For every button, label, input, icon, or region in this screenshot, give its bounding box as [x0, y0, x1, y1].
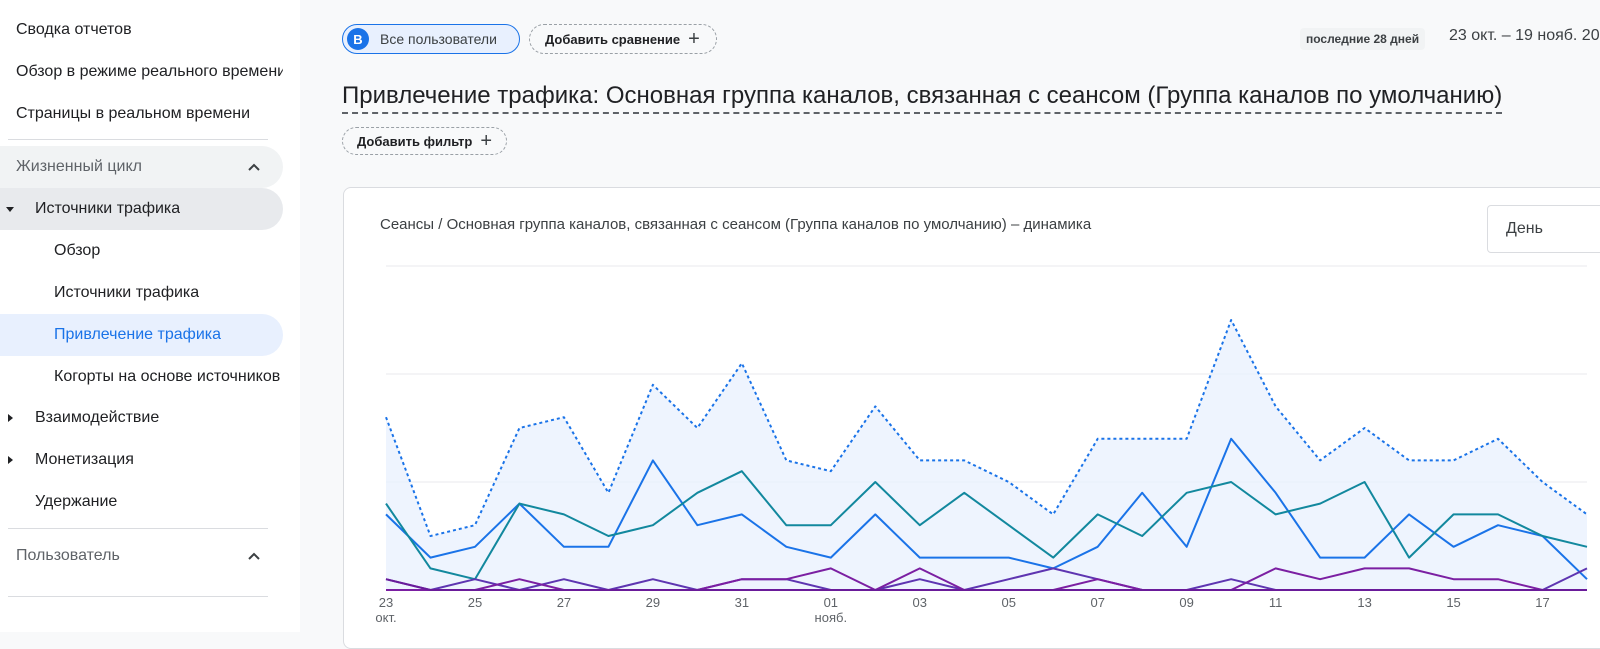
x-tick-label: 27 [557, 595, 571, 610]
x-tick-sublabel: окт. [375, 610, 396, 625]
add-filter-label: Добавить фильтр [357, 133, 473, 149]
nav-label: Привлечение трафика [54, 326, 221, 343]
add-comparison-button[interactable]: Добавить сравнение + [529, 24, 717, 54]
nav-retention[interactable]: Удержание [0, 481, 283, 523]
nav-monetization[interactable]: Монетизация [0, 439, 283, 481]
section-label: Жизненный цикл [16, 158, 142, 175]
x-tick-label: 11 [1269, 595, 1283, 610]
caret-right-icon [8, 456, 13, 464]
chart-title: Сеансы / Основная группа каналов, связан… [380, 216, 1092, 233]
caret-down-icon [6, 207, 14, 212]
x-tick-label: 29 [646, 595, 660, 610]
chevron-up-icon [248, 552, 260, 560]
nav-label: Монетизация [35, 451, 134, 468]
x-tick-sublabel: нояб. [815, 610, 848, 625]
series-line-total [385, 319, 1588, 537]
add-filter-button[interactable]: Добавить фильтр + [342, 127, 507, 155]
nav-label: Удержание [35, 493, 118, 510]
nav-engagement[interactable]: Взаимодействие [0, 397, 283, 439]
date-range-badge: последние 28 дней [1300, 28, 1426, 50]
page-title: Привлечение трафика: Основная группа кан… [342, 82, 1503, 114]
plus-icon: + [480, 130, 493, 152]
series-line-series-e [385, 578, 1587, 591]
x-tick-label: 31 [735, 595, 749, 610]
section-lifecycle[interactable]: Жизненный цикл [0, 146, 283, 188]
nav-traffic-acquisition[interactable]: Привлечение трафика [0, 314, 283, 356]
nav-label: Обзор [54, 242, 101, 259]
segment-chip-all-users[interactable]: B Все пользователи [342, 24, 520, 54]
x-tick-label: 23 [379, 595, 393, 610]
segment-avatar: B [347, 28, 369, 50]
series-area [386, 320, 1587, 590]
nav-label: Источники трафика [35, 200, 181, 217]
x-tick-label: 15 [1446, 595, 1460, 610]
x-tick-label: 03 [913, 595, 927, 610]
add-comparison-label: Добавить сравнение [545, 31, 681, 47]
date-range-picker[interactable]: 23 окт. – 19 нояб. 2023 г. [1449, 27, 1600, 44]
nav-label: Когорты на основе источников трафика [54, 368, 283, 385]
x-tick-label: 05 [1002, 595, 1016, 610]
nav-acquisition-overview[interactable]: Обзор [0, 230, 283, 272]
section-user[interactable]: Пользователь [0, 535, 283, 577]
segment-label: Все пользователи [380, 31, 497, 47]
period-select[interactable]: День [1487, 205, 1600, 253]
nav-reports-snapshot[interactable]: Сводка отчетов [0, 9, 283, 51]
sidebar-divider [8, 528, 268, 529]
nav-acquisition[interactable]: Источники трафика [0, 188, 283, 230]
series-line-series-a [385, 437, 1588, 580]
sidebar-divider [8, 596, 268, 597]
x-tick-label: 13 [1357, 595, 1371, 610]
nav-realtime-pages[interactable]: Страницы в реальном времени [0, 93, 283, 135]
nav-label: Сводка отчетов [16, 21, 132, 38]
x-tick-label: 17 [1535, 595, 1549, 610]
series-line-series-b [385, 470, 1588, 581]
nav-label: Обзор в режиме реального времени [16, 63, 283, 80]
nav-label: Источники трафика [54, 284, 200, 301]
x-tick-label: 07 [1090, 595, 1104, 610]
sidebar-divider [8, 139, 268, 140]
caret-right-icon [8, 414, 13, 422]
nav-user-acquisition[interactable]: Источники трафика [0, 272, 283, 314]
sidebar: Сводка отчетов Обзор в режиме реального … [0, 0, 300, 632]
nav-realtime-overview[interactable]: Обзор в режиме реального времени [0, 51, 283, 93]
nav-label: Страницы в реальном времени [16, 105, 251, 122]
period-select-value: День [1506, 220, 1543, 237]
x-tick-label: 25 [468, 595, 482, 610]
plus-icon: + [688, 28, 700, 50]
nav-acquisition-cohorts[interactable]: Когорты на основе источников трафика [0, 356, 283, 398]
x-tick-label: 01 [824, 595, 838, 610]
x-tick-label: 09 [1179, 595, 1193, 610]
chevron-up-icon [248, 163, 260, 171]
nav-label: Взаимодействие [35, 409, 160, 426]
section-label: Пользователь [16, 547, 120, 564]
